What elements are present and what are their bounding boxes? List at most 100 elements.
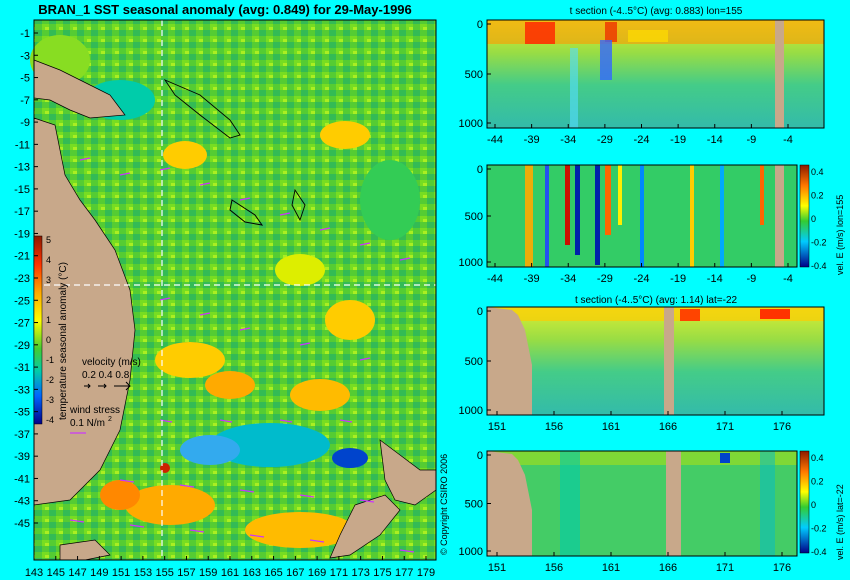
panel-2-colorbar-tick-label: 0 — [811, 214, 816, 224]
velocity-label: velocity (m/s) — [82, 357, 141, 368]
panel-4-x-ticks: 151 156 161 166 171 176 — [488, 552, 791, 574]
map-colorbar-tick-label: 5 — [46, 235, 51, 245]
panel-temp-lat-22: t section (-4..5°C) (avg: 1.14) lat=-22 … — [459, 295, 825, 433]
map-colorbar-tick-label: -3 — [46, 395, 54, 405]
map-lon-tick-label: 173 — [351, 567, 369, 579]
map-lon-tick-label: 159 — [199, 567, 217, 579]
wind-stress-scale: 0.1 N/m — [70, 418, 105, 429]
panel-2-x-ticks: -44 -39 -34 -29 -24 -19 -14 -9 -4 — [487, 263, 793, 285]
panel-3-x-tick-label: 151 — [488, 421, 506, 433]
panel-2-colorbar-tick-label: -0.4 — [811, 261, 827, 271]
panel-1-x-tick-label: -24 — [634, 134, 650, 146]
panel-4-y-tick-label: 500 — [465, 499, 483, 511]
map-lat-tick-label: -31 — [14, 362, 30, 374]
panel-3-title: t section (-4..5°C) (avg: 1.14) lat=-22 — [575, 295, 738, 306]
panel-3-x-tick-label: 161 — [602, 421, 620, 433]
panel-2-x-tick-label: -4 — [783, 273, 793, 285]
map-lat-tick-label: -11 — [15, 139, 30, 151]
panel-2-colorbar-tick-label: -0.2 — [811, 238, 827, 248]
panel-vel-lat-22: 0.4 0.2 0 -0.2 -0.4 vel. E (m/s) lat=-22 151… — [459, 450, 845, 574]
map-lon-tick-label: 157 — [177, 567, 195, 579]
map-colorbar-tick-label: 1 — [46, 315, 51, 325]
panel-2-colorbar-ticks: 0.4 0.2 0 -0.2 -0.4 — [811, 167, 827, 271]
panel-1-y-tick-label: 500 — [465, 69, 483, 81]
tasmania — [59, 539, 111, 561]
sst-map: 5 4 3 2 1 0 -1 -2 -3 -4 temperature seasonal anom… — [14, 19, 437, 579]
panel-3-y-tick-label: 0 — [477, 306, 483, 318]
vanuatu — [291, 188, 306, 222]
map-lat-tick-label: -39 — [14, 451, 30, 463]
map-lat-tick-label: -41 — [14, 473, 30, 485]
panel-1-x-tick-label: -14 — [707, 134, 723, 146]
panel-vel-lon155: 0.4 0.2 0 -0.2 -0.4 vel. E (m/s) lon=155 -44… — [459, 164, 845, 285]
panel-1-y-tick-label: 0 — [477, 19, 483, 31]
wind-stress-label: wind stress — [69, 405, 120, 416]
panel-4-colorbar — [799, 450, 810, 554]
map-lat-tick-label: -29 — [14, 340, 30, 352]
map-lat-ticks: -1 -3 -5 -7 -9 -11 -13 -15 -17 -19 -21 -23 -25 -27 -29… — [14, 28, 38, 530]
map-lon-tick-label: 155 — [155, 567, 173, 579]
panel-4-y-tick-label: 1000 — [459, 546, 483, 558]
panel-4-y-tick-label: 0 — [477, 450, 483, 462]
map-colorbar-ticks: 5 4 3 2 1 0 -1 -2 -3 -4 — [46, 235, 54, 425]
map-lon-tick-label: 151 — [112, 567, 130, 579]
panel-2-x-tick-label: -44 — [487, 273, 503, 285]
new-guinea — [33, 59, 126, 119]
map-lon-tick-label: 147 — [68, 567, 86, 579]
wind-stress-scale-exponent: 2 — [108, 416, 112, 423]
panel-4-x-tick-label: 166 — [659, 562, 677, 574]
map-colorbar-label: temperature seasonal anomaly (°C) — [58, 262, 69, 420]
panel-3-x-tick-label: 156 — [545, 421, 563, 433]
panel-2-colorbar-tick-label: 0.2 — [811, 191, 824, 201]
australia — [33, 117, 136, 506]
panel-temp-lon155: t section (-4..5°C) (avg: 0.883) lon=155… — [459, 6, 825, 146]
panel-1-land — [775, 20, 784, 128]
panel-4-x-tick-label: 171 — [716, 562, 734, 574]
map-lat-tick-label: -7 — [20, 95, 30, 107]
map-lat-tick-label: -13 — [14, 162, 30, 174]
map-lon-tick-label: 161 — [221, 567, 239, 579]
panel-2-x-tick-label: -34 — [560, 273, 576, 285]
panel-4-colorbar-ticks: 0.4 0.2 0 -0.2 -0.4 — [811, 453, 827, 557]
panel-3-y-ticks: 0 500 1000 — [459, 306, 491, 417]
panel-4-field — [487, 451, 797, 556]
panel-3-x-tick-label: 171 — [716, 421, 734, 433]
map-lon-tick-label: 163 — [243, 567, 261, 579]
map-lat-tick-label: -45 — [14, 518, 30, 530]
panel-2-x-tick-label: -14 — [707, 273, 723, 285]
new-caledonia — [229, 199, 264, 226]
panel-1-x-tick-label: -19 — [670, 134, 686, 146]
map-lat-tick-label: -19 — [14, 228, 30, 240]
map-colorbar-tick-label: 3 — [46, 275, 51, 285]
panel-1-x-tick-label: -9 — [746, 134, 756, 146]
panel-2-x-tick-label: -39 — [524, 273, 540, 285]
map-lon-tick-label: 143 — [25, 567, 43, 579]
panel-1-y-ticks: 0 500 1000 — [459, 19, 491, 130]
panel-3-land-west — [487, 307, 532, 415]
panel-4-colorbar-tick-label: -0.2 — [811, 524, 827, 534]
map-land — [33, 59, 437, 561]
panel-4-x-tick-label: 176 — [773, 562, 791, 574]
panel-1-y-tick-label: 1000 — [459, 118, 483, 130]
map-lat-tick-label: -3 — [20, 50, 30, 62]
panel-1-x-tick-label: -39 — [524, 134, 540, 146]
velocity-scale: 0.2 0.4 0.8 — [82, 370, 130, 381]
map-lon-tick-label: 177 — [395, 567, 413, 579]
panel-3-land-mid — [664, 307, 674, 415]
panel-2-colorbar-label: vel. E (m/s) lon=155 — [835, 195, 845, 275]
map-lon-ticks: 143 145 147 149 151 153 155 157 159 161 163 165 167 1… — [25, 556, 435, 579]
panel-1-title: t section (-4..5°C) (avg: 0.883) lon=155 — [570, 6, 743, 17]
map-colorbar-tick-label: 0 — [46, 335, 51, 345]
panel-4-land-mid — [666, 451, 681, 556]
panel-1-x-tick-label: -29 — [597, 134, 613, 146]
map-colorbar-tick-label: 2 — [46, 295, 51, 305]
map-lat-tick-label: -21 — [14, 251, 30, 263]
map-lat-tick-label: -37 — [14, 429, 30, 441]
panel-2-x-tick-label: -29 — [597, 273, 613, 285]
new-zealand-south — [329, 494, 401, 559]
map-colorbar-tick-label: -4 — [46, 415, 54, 425]
panel-2-y-tick-label: 1000 — [459, 257, 483, 269]
panel-3-x-ticks: 151 156 161 166 171 176 — [488, 411, 791, 433]
map-lon-tick-label: 145 — [47, 567, 65, 579]
